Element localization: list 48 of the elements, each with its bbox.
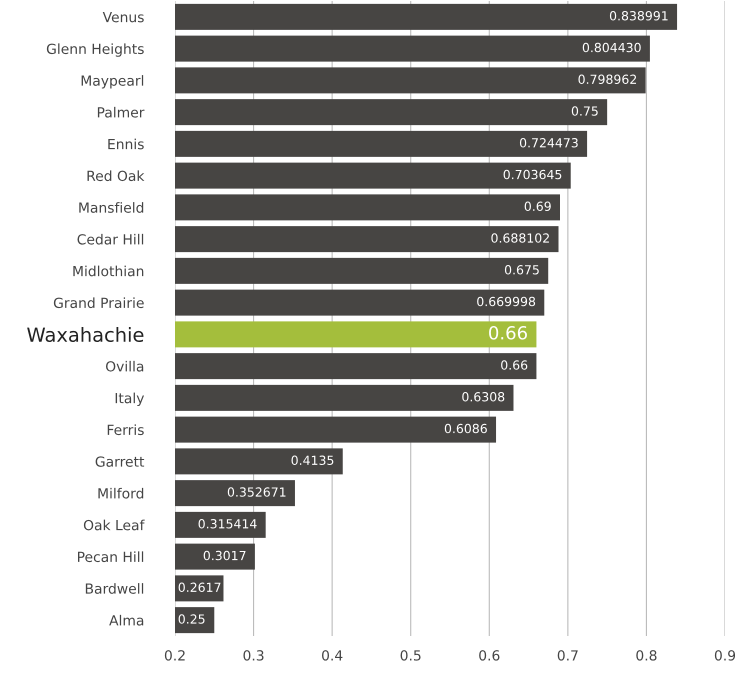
y-tick-label: Red Oak bbox=[88, 170, 144, 182]
y-tick-label: Italy bbox=[116, 392, 144, 406]
y-tick-label: Bardwell bbox=[86, 583, 144, 594]
x-tick-label: 0.3 bbox=[243, 650, 264, 661]
y-tick-label: Midlothian bbox=[73, 266, 144, 276]
data-label: 0.675 bbox=[504, 265, 539, 274]
y-tick-label: Milford bbox=[98, 488, 144, 499]
y-tick-label: Alma bbox=[109, 614, 144, 626]
data-label: 0.2617 bbox=[178, 582, 220, 592]
x-tick-label: 0.8 bbox=[636, 650, 657, 661]
data-label: 0.66 bbox=[489, 326, 527, 340]
y-tick-label: Maypearl bbox=[82, 75, 144, 89]
y-tick-label: Ferris bbox=[108, 424, 144, 436]
data-label: 0.75 bbox=[572, 106, 598, 116]
data-label: 0.804430 bbox=[582, 42, 641, 52]
x-tick-label: 0.5 bbox=[400, 650, 421, 661]
data-label: 0.688102 bbox=[491, 233, 549, 243]
data-label: 0.25 bbox=[178, 614, 205, 624]
data-label: 0.3017 bbox=[204, 550, 246, 560]
data-label: 0.4135 bbox=[292, 456, 334, 465]
y-tick-label: Mansfield bbox=[79, 202, 144, 213]
data-label: 0.69 bbox=[524, 202, 551, 211]
data-label: 0.6308 bbox=[462, 392, 504, 402]
x-tick-label: 0.6 bbox=[479, 650, 500, 661]
data-label: 0.6086 bbox=[444, 424, 487, 434]
x-tick-label: 0.4 bbox=[322, 650, 342, 661]
y-tick-label: Cedar Hill bbox=[78, 234, 144, 245]
y-tick-label: Ovilla bbox=[106, 360, 144, 372]
x-tick-label: 0.9 bbox=[714, 650, 735, 661]
y-tick-label: Oak Leaf bbox=[84, 520, 145, 530]
y-tick-label: Venus bbox=[102, 12, 144, 22]
data-label: 0.724473 bbox=[520, 138, 578, 148]
y-tick-label: Pecan Hill bbox=[78, 551, 144, 562]
y-tick-label: Garrett bbox=[96, 456, 144, 467]
x-tick-label: 0.2 bbox=[164, 650, 185, 661]
data-label: 0.838991 bbox=[610, 11, 668, 20]
y-tick-label: Grand Prairie bbox=[54, 297, 144, 308]
y-tick-label: Waxahachie bbox=[27, 326, 144, 342]
data-label: 0.669998 bbox=[477, 296, 536, 306]
y-tick-label: Glenn Heights bbox=[46, 43, 144, 57]
x-tick-label: 0.7 bbox=[558, 650, 578, 661]
data-label: 0.798962 bbox=[578, 74, 636, 84]
y-tick-label: Palmer bbox=[98, 106, 144, 118]
y-tick-label: Ennis bbox=[108, 138, 144, 150]
data-label: 0.315414 bbox=[198, 519, 257, 528]
data-label: 0.352671 bbox=[228, 487, 286, 497]
data-label: 0.703645 bbox=[504, 170, 562, 180]
data-label: 0.66 bbox=[501, 360, 528, 370]
